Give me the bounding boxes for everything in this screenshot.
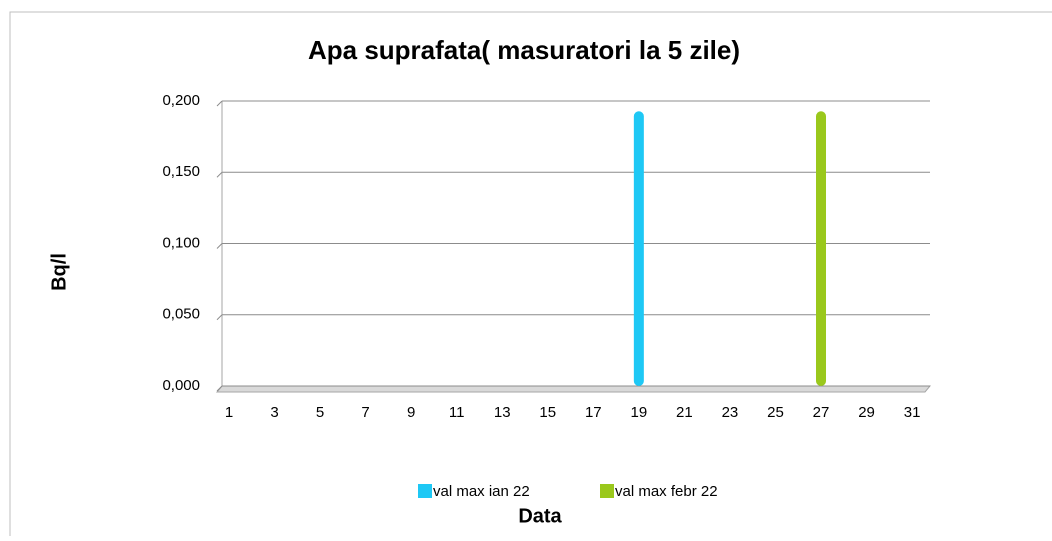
plot-floor: [215, 385, 932, 393]
chart-title: Apa suprafata( masuratori la 5 zile): [308, 35, 740, 65]
y-tick-label: 0,050: [162, 306, 200, 323]
grid-line-depth: [216, 100, 223, 107]
legend-label: val max ian 22: [433, 483, 530, 500]
x-axis-title: Data: [518, 505, 562, 527]
x-tick-label: 21: [676, 404, 693, 421]
x-tick-label: 5: [316, 404, 324, 421]
x-tick-label: 7: [361, 404, 369, 421]
x-tick-label: 17: [585, 404, 602, 421]
x-tick-label: 27: [813, 404, 830, 421]
x-tick-label: 3: [270, 404, 278, 421]
bar: [816, 111, 827, 386]
y-axis-title: Bq/l: [48, 253, 70, 291]
y-tick-label: 0,100: [162, 234, 200, 251]
legend-label: val max febr 22: [615, 483, 718, 500]
x-tick-label: 31: [904, 404, 921, 421]
bar: [633, 111, 644, 386]
x-tick-label: 13: [494, 404, 511, 421]
x-tick-label: 15: [539, 404, 556, 421]
grid-line-depth: [216, 243, 223, 249]
grid-line-depth: [216, 171, 223, 178]
chart-border: [9, 11, 1052, 541]
y-tick-label: 0,150: [162, 163, 200, 180]
y-tick-label: 0,000: [162, 377, 200, 394]
x-tick-label: 29: [858, 404, 875, 421]
grid-line-depth: [216, 385, 223, 392]
legend-swatch: [418, 484, 432, 498]
x-tick-label: 19: [631, 404, 648, 421]
x-tick-label: 23: [722, 404, 739, 421]
x-tick-label: 1: [225, 404, 233, 421]
y-tick-label: 0,200: [162, 92, 200, 109]
x-tick-label: 9: [407, 404, 415, 421]
grid-line-depth: [216, 314, 223, 321]
x-tick-label: 25: [767, 404, 784, 421]
legend-swatch: [600, 484, 614, 498]
x-tick-label: 11: [449, 404, 465, 421]
